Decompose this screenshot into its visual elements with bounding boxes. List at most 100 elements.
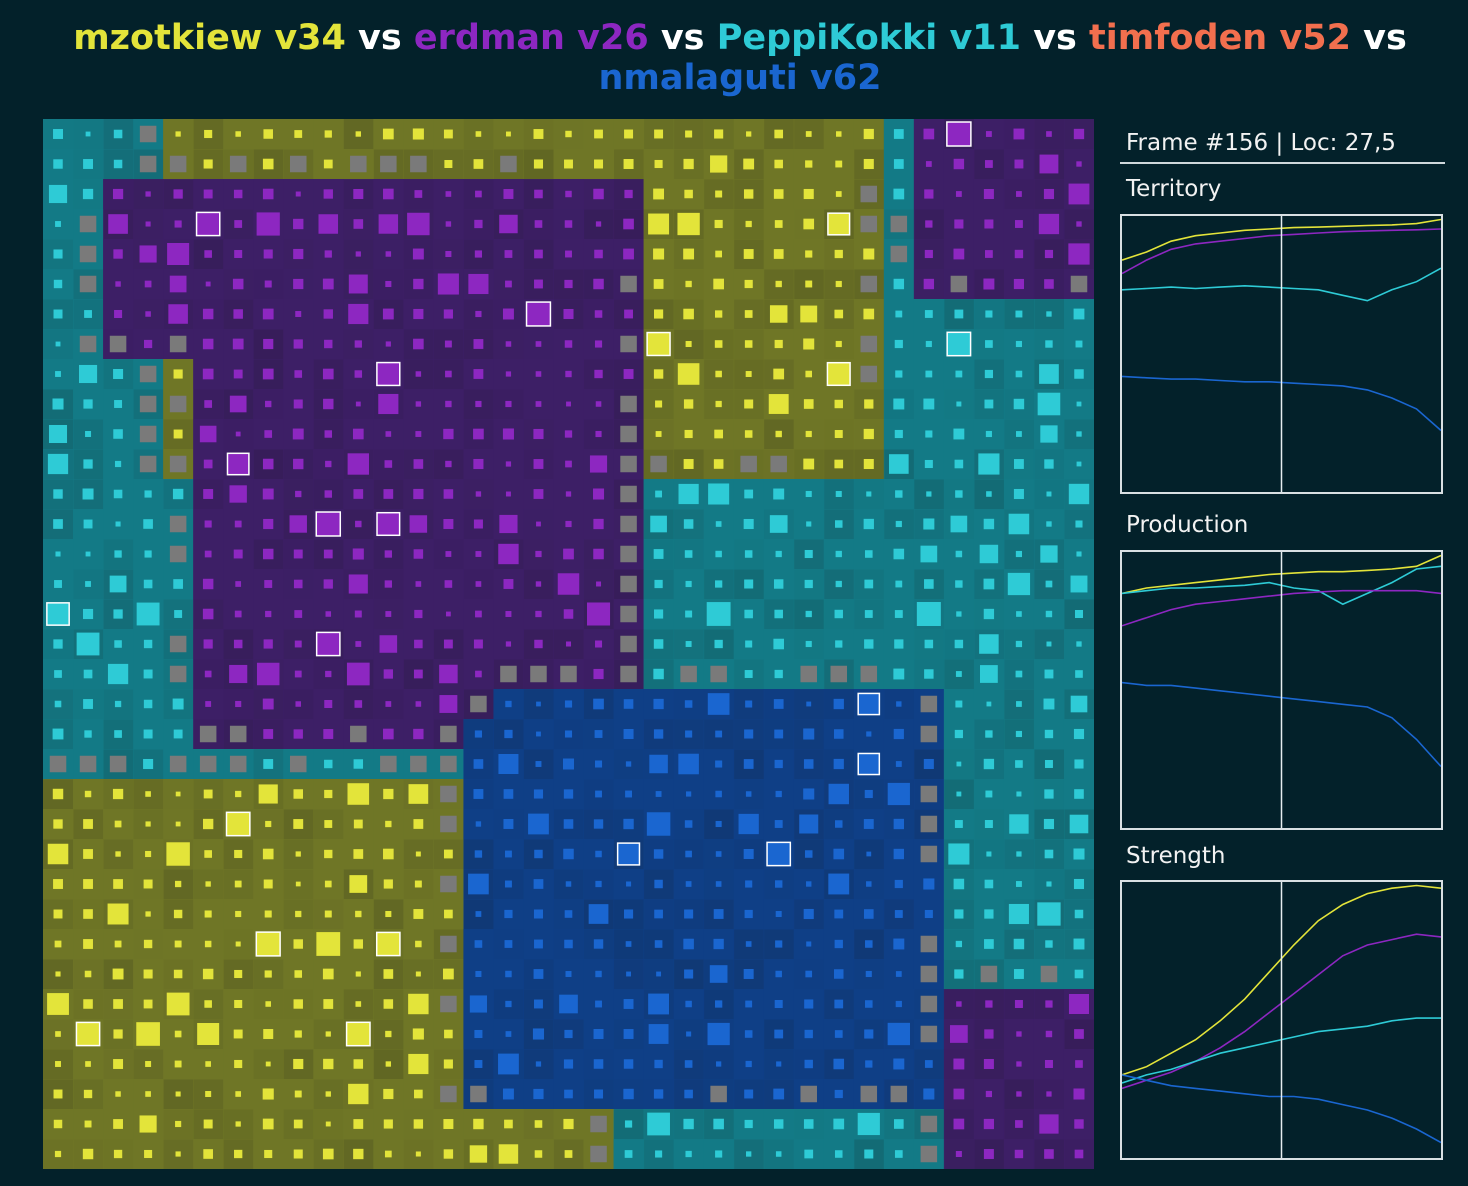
game-title: mzotkiew v34 vs erdman v26 vs PeppiKokki… [40, 18, 1440, 98]
unit-site [744, 430, 753, 438]
unit-site [235, 1121, 241, 1127]
unit-site [444, 580, 453, 588]
neutral-site [860, 335, 878, 353]
unit-site [264, 580, 273, 588]
unit-site [174, 1060, 182, 1068]
unit-site [413, 819, 424, 829]
unit-site [255, 931, 281, 957]
unit-site [293, 1149, 303, 1159]
unit-site [204, 129, 213, 139]
unit-site [594, 249, 603, 259]
unit-site [113, 999, 123, 1009]
unit-site [375, 931, 401, 957]
unit-site [983, 278, 995, 290]
unit-site [557, 573, 580, 595]
unit-site [53, 1119, 63, 1129]
unit-site [684, 1060, 693, 1068]
unit-site [498, 754, 519, 774]
unit-site [654, 1059, 663, 1069]
unit-site [385, 280, 392, 288]
unit-site [263, 249, 273, 259]
unit-site [1074, 909, 1084, 919]
game-board[interactable] [43, 119, 1094, 1169]
unit-site [953, 1088, 965, 1100]
unit-site [85, 551, 91, 557]
unit-site [443, 1059, 453, 1069]
unit-site [376, 511, 401, 537]
player-name-2: PeppiKokki v11 [716, 18, 1022, 58]
unit-site [954, 820, 963, 828]
unit-site [563, 758, 574, 770]
versus-separator: vs [648, 18, 717, 58]
unit-site [950, 1025, 968, 1043]
unit-site [409, 515, 428, 533]
neutral-site [440, 785, 457, 803]
unit-site [473, 639, 483, 649]
unit-site [262, 488, 274, 500]
unit-site [262, 188, 274, 200]
unit-site [264, 280, 272, 288]
unit-site [894, 339, 903, 349]
unit-site [234, 849, 243, 859]
unit-site [348, 303, 369, 325]
unit-site [1039, 154, 1059, 174]
unit-site [744, 1089, 754, 1099]
unit-site [1044, 249, 1054, 259]
unit-site [382, 128, 394, 140]
unit-site [1040, 545, 1058, 563]
unit-site [384, 550, 392, 558]
stat-chart-territory [1120, 214, 1443, 494]
unit-site [715, 521, 722, 527]
neutral-site [169, 155, 187, 173]
unit-site [174, 1030, 182, 1038]
unit-site [262, 308, 274, 320]
unit-site [984, 879, 994, 889]
unit-site [502, 428, 514, 440]
unit-site [355, 131, 361, 137]
unit-site [535, 341, 542, 347]
unit-site [565, 881, 572, 887]
unit-site [985, 250, 993, 258]
game-map[interactable] [43, 119, 1094, 1169]
unit-site [168, 304, 188, 324]
unit-site [503, 189, 514, 199]
unit-site [145, 311, 151, 317]
unit-site [113, 429, 123, 439]
unit-site [1013, 398, 1025, 410]
neutral-site [920, 965, 938, 983]
unit-site [262, 548, 274, 560]
unit-site [1076, 401, 1082, 407]
unit-site [834, 609, 843, 619]
unit-site [1073, 938, 1085, 950]
unit-site [713, 938, 724, 950]
unit-site [565, 250, 572, 258]
unit-site [653, 1089, 664, 1099]
unit-site [563, 548, 574, 560]
unit-site [143, 519, 153, 529]
unit-site [714, 639, 723, 649]
unit-site [774, 1000, 783, 1008]
unit-site [953, 158, 965, 170]
unit-site [835, 820, 843, 828]
unit-site [924, 669, 934, 679]
unit-site [1074, 969, 1084, 979]
unit-site [114, 700, 122, 708]
unit-site [805, 430, 812, 438]
unit-site [715, 580, 723, 588]
unit-site [714, 219, 723, 229]
unit-site [174, 610, 183, 618]
unit-site [474, 219, 483, 229]
neutral-site [860, 1085, 878, 1103]
unit-site [924, 579, 934, 589]
unit-site [205, 1061, 211, 1067]
unit-site [893, 548, 905, 560]
unit-site [1013, 488, 1024, 500]
unit-site [953, 428, 965, 440]
neutral-site [650, 455, 667, 473]
unit-site [234, 220, 243, 228]
unit-site [864, 550, 873, 558]
unit-site [745, 220, 752, 228]
unit-site [384, 460, 393, 468]
unit-site [685, 1150, 692, 1158]
unit-site [505, 280, 512, 288]
